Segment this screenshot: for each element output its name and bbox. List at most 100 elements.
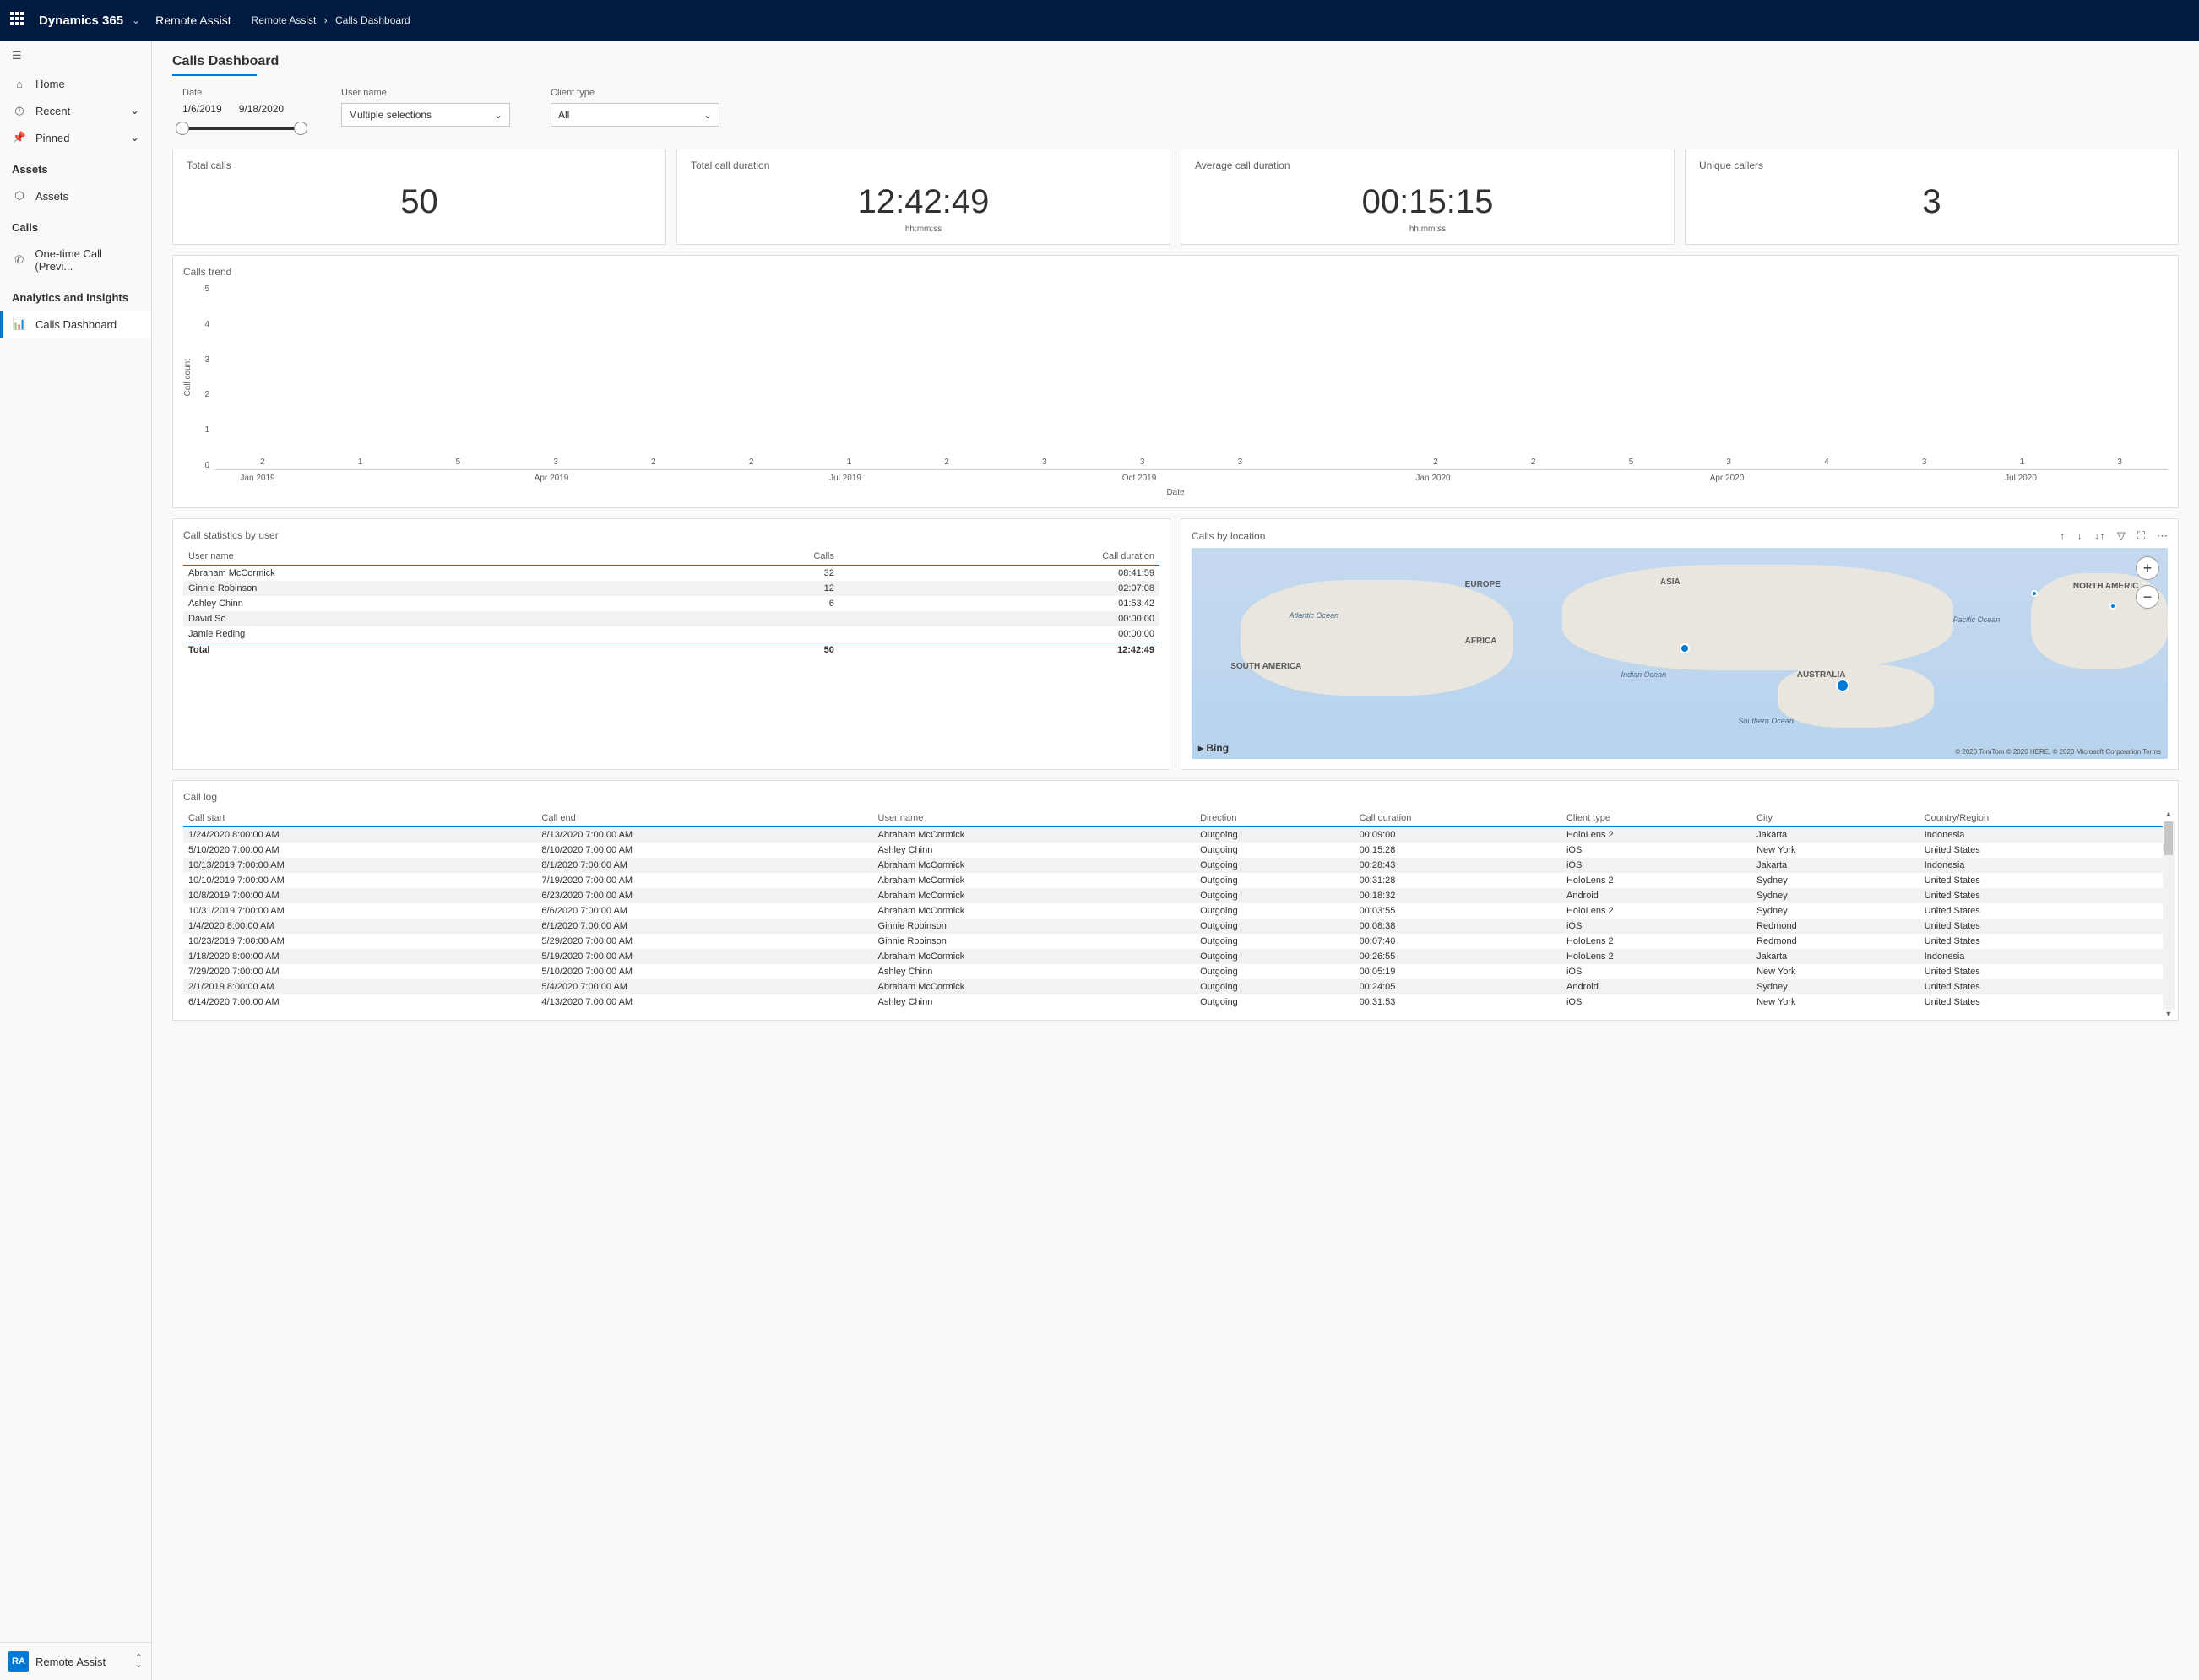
calls-by-location-panel: Calls by location ↑ ↓ ↓↑ ▽ ⛶ ⋯ EUR [1181,518,2179,770]
call-log-panel: Call log Call start Call end User name D… [172,780,2179,1021]
col-calls[interactable]: Calls [681,548,839,566]
card-value: 50 [187,183,652,221]
stats-table: User name Calls Call duration Abraham Mc… [183,548,1159,658]
focus-icon[interactable]: ⛶ [2137,529,2145,543]
arrow-down-icon[interactable]: ↓ [2077,529,2082,543]
table-row[interactable]: 10/8/2019 7:00:00 AM6/23/2020 7:00:00 AM… [183,888,2168,903]
col-user[interactable]: User name [873,810,1196,827]
table-row[interactable]: 6/14/2020 7:00:00 AM4/13/2020 7:00:00 AM… [183,994,2168,1010]
map-label-europe: EUROPE [1465,580,1501,589]
updown-icon[interactable]: ⌃⌄ [135,1655,143,1668]
zoom-in-button[interactable]: + [2136,556,2159,580]
col-start[interactable]: Call start [183,810,536,827]
table-row[interactable]: 10/23/2019 7:00:00 AM5/29/2020 7:00:00 A… [183,934,2168,949]
sidebar-group-label: Assets [12,163,48,176]
sidebar-item-label: Assets [35,190,68,203]
table-row[interactable]: 1/4/2020 8:00:00 AM6/1/2020 7:00:00 AMGi… [183,919,2168,934]
card-title: Unique callers [1699,160,2164,171]
map-marker[interactable] [2109,603,2116,610]
x-axis-label: Date [183,488,2168,497]
sidebar-item-label: Recent [35,105,70,117]
map-label-na: NORTH AMERIC [2073,582,2138,591]
y-axis-label: Call count [183,359,193,396]
bar-chart: 2153221233322534313 [214,285,2168,470]
app-footer-label: Remote Assist [35,1656,106,1668]
sort-icon[interactable]: ↓↑ [2094,529,2105,543]
sidebar-item-calls-dashboard[interactable]: 📊 Calls Dashboard [0,311,151,338]
client-type-dropdown[interactable]: All ⌄ [551,103,719,127]
card-unique-callers: Unique callers 3 [1685,149,2179,245]
table-row[interactable]: 1/18/2020 8:00:00 AM5/19/2020 7:00:00 AM… [183,949,2168,964]
more-icon[interactable]: ⋯ [2157,529,2168,543]
call-statistics-panel: Call statistics by user User name Calls … [172,518,1170,770]
card-value: 12:42:49 [691,183,1156,221]
table-row[interactable]: David So00:00:00 [183,611,1159,626]
scroll-thumb[interactable] [2164,821,2173,855]
zoom-out-button[interactable]: − [2136,585,2159,609]
table-row[interactable]: 1/24/2020 8:00:00 AM8/13/2020 7:00:00 AM… [183,827,2168,843]
col-country[interactable]: Country/Region [1919,810,2168,827]
table-row[interactable]: 2/1/2019 8:00:00 AM5/4/2020 7:00:00 AMAb… [183,979,2168,994]
map-attribution: © 2020 TomTom © 2020 HERE, © 2020 Micros… [1955,748,2161,756]
card-value: 3 [1699,183,2164,221]
table-row[interactable]: 10/10/2019 7:00:00 AM7/19/2020 7:00:00 A… [183,873,2168,888]
map-marker[interactable] [1836,679,1849,692]
card-total-calls: Total calls 50 [172,149,666,245]
table-row[interactable]: 7/29/2020 7:00:00 AM5/10/2020 7:00:00 AM… [183,964,2168,979]
map-marker[interactable] [1680,643,1690,653]
table-row[interactable]: Jamie Reding00:00:00 [183,626,1159,642]
sidebar-item-pinned[interactable]: 📌 Pinned ⌄ [0,124,151,151]
sidebar-item-home[interactable]: ⌂ Home [0,71,151,97]
table-row[interactable]: Ginnie Robinson1202:07:08 [183,581,1159,596]
filter-date-label: Date [182,88,301,98]
card-title: Average call duration [1195,160,1660,171]
table-row[interactable]: 10/31/2019 7:00:00 AM6/6/2020 7:00:00 AM… [183,903,2168,919]
col-user[interactable]: User name [183,548,681,566]
sidebar-group-label: Analytics and Insights [12,291,128,304]
sidebar-group-label: Calls [12,221,38,234]
col-direction[interactable]: Direction [1195,810,1354,827]
sidebar-footer[interactable]: RA Remote Assist ⌃⌄ [0,1642,151,1680]
date-end-value: 9/18/2020 [239,103,284,115]
col-duration[interactable]: Call duration [1355,810,1561,827]
date-range-slider[interactable] [182,127,301,130]
table-row[interactable]: Ashley Chinn601:53:42 [183,596,1159,611]
dropdown-value: All [558,109,569,121]
log-scrollbar[interactable]: ▲ ▼ [2163,821,2175,1010]
col-client[interactable]: Client type [1561,810,1751,827]
slider-handle-start[interactable] [176,122,189,135]
filter-icon[interactable]: ▽ [2117,529,2126,543]
clock-icon: ◷ [12,104,27,117]
col-end[interactable]: Call end [536,810,872,827]
col-city[interactable]: City [1751,810,1919,827]
arrow-up-icon[interactable]: ↑ [2060,529,2066,543]
world-map[interactable]: EUROPE ASIA AFRICA NORTH AMERIC SOUTH AM… [1192,548,2168,759]
sidebar-item-onetime-call[interactable]: ✆ One-time Call (Previ... [0,241,151,279]
sidebar-item-recent[interactable]: ◷ Recent ⌄ [0,97,151,124]
table-row[interactable]: 5/10/2020 7:00:00 AM8/10/2020 7:00:00 AM… [183,843,2168,858]
top-navbar: Dynamics 365 ⌄ Remote Assist Remote Assi… [0,0,2199,41]
username-dropdown[interactable]: Multiple selections ⌄ [341,103,510,127]
card-title: Total call duration [691,160,1156,171]
chevron-down-icon: ⌄ [130,104,139,117]
scroll-down-icon[interactable]: ▼ [2163,1010,2175,1022]
sidebar-item-assets[interactable]: ⬡ Assets [0,182,151,209]
x-axis-ticks: Jan 2019Apr 2019Jul 2019Oct 2019Jan 2020… [209,474,2168,483]
left-sidebar: ☰ ⌂ Home ◷ Recent ⌄ 📌 Pinned ⌄ Assets ⬡ … [0,41,152,1680]
chevron-down-icon: ⌄ [703,109,712,121]
hamburger-icon[interactable]: ☰ [0,41,151,71]
app-launcher-icon[interactable] [10,12,27,29]
scroll-up-icon[interactable]: ▲ [2163,810,2175,821]
col-duration[interactable]: Call duration [839,548,1159,566]
filter-client: Client type All ⌄ [551,88,719,127]
sidebar-item-label: Calls Dashboard [35,318,117,331]
title-underline [172,74,257,76]
breadcrumb-root[interactable]: Remote Assist [252,14,317,26]
sidebar-group-calls: Calls [0,209,151,241]
table-row[interactable]: 10/13/2019 7:00:00 AM8/1/2020 7:00:00 AM… [183,858,2168,873]
calls-trend-panel: Calls trend Call count 543210 2153221233… [172,255,2179,508]
breadcrumb-current: Calls Dashboard [335,14,410,26]
slider-handle-end[interactable] [294,122,307,135]
table-row[interactable]: Abraham McCormick3208:41:59 [183,566,1159,582]
chevron-down-icon[interactable]: ⌄ [132,14,140,26]
